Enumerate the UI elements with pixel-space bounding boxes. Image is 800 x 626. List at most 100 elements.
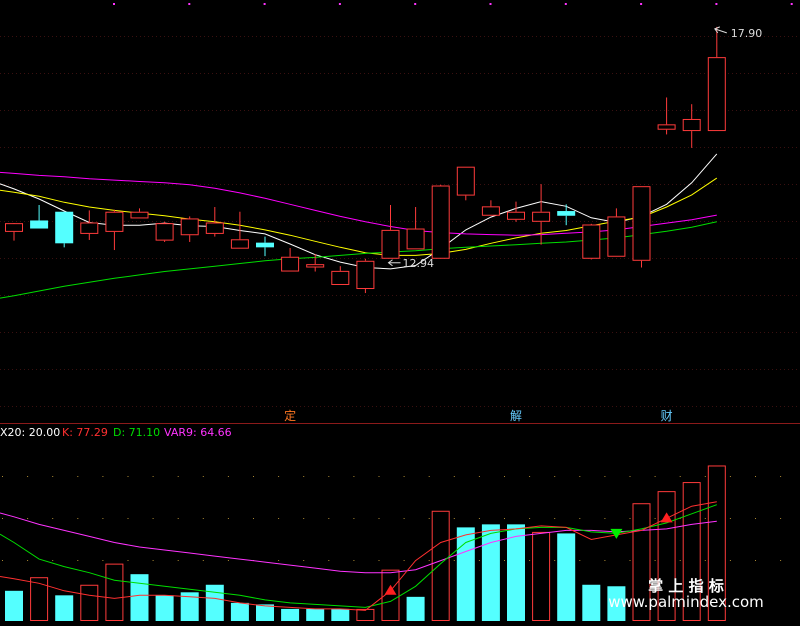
candle-body bbox=[155, 223, 174, 241]
signal-triangles bbox=[384, 512, 673, 595]
grid-dot bbox=[579, 518, 581, 519]
grid-dot bbox=[353, 518, 355, 519]
grid-dot bbox=[2, 476, 3, 477]
grid-dot bbox=[353, 476, 355, 477]
grid-dot bbox=[328, 560, 330, 561]
indicator-bar bbox=[607, 586, 626, 621]
grid-dot bbox=[453, 560, 455, 561]
candle-body bbox=[431, 185, 450, 259]
top-tick-dot bbox=[489, 3, 492, 5]
legend-var9: VAR9: 64.66 bbox=[164, 426, 232, 439]
grid-dot bbox=[77, 560, 79, 561]
grid-dot bbox=[303, 476, 305, 477]
candlestick-series bbox=[5, 26, 726, 294]
grid-dot bbox=[328, 518, 330, 519]
candle-body bbox=[607, 216, 626, 257]
grid-dot bbox=[52, 560, 54, 561]
indicator-bar bbox=[557, 533, 576, 621]
top-tick-dot bbox=[715, 3, 718, 5]
grid-dot bbox=[604, 476, 606, 477]
indicator-bar bbox=[707, 465, 726, 621]
legend-d: D: 71.10 bbox=[113, 426, 160, 439]
indicator-bar bbox=[180, 592, 199, 621]
grid-dot bbox=[227, 476, 229, 477]
indicator-bar bbox=[30, 577, 49, 622]
grid-dot bbox=[704, 560, 706, 561]
candle-body bbox=[130, 211, 149, 219]
high-arrow bbox=[714, 28, 727, 34]
grid-dot bbox=[529, 476, 531, 477]
indicator-bar bbox=[281, 608, 300, 621]
grid-dot bbox=[127, 476, 129, 477]
price-annotations: 12.94 17.90 bbox=[387, 26, 763, 270]
grid-dot bbox=[579, 476, 581, 477]
grid-dot bbox=[77, 476, 79, 477]
high-price-label: 17.90 bbox=[731, 27, 763, 40]
grid-dot bbox=[453, 518, 455, 519]
watermark: 掌 上 指 标 www.palmindex.com bbox=[608, 577, 764, 611]
grid-dot bbox=[428, 476, 430, 477]
event-marker-jie: 解 bbox=[510, 409, 522, 423]
top-tick-dot bbox=[414, 3, 417, 5]
grid-dot bbox=[2, 560, 3, 561]
candle-body bbox=[230, 239, 249, 249]
candle-body bbox=[331, 270, 350, 285]
grid-dot bbox=[278, 560, 280, 561]
grid-dot bbox=[202, 518, 204, 519]
indicator-bar bbox=[105, 563, 124, 621]
grid-dot bbox=[755, 476, 756, 477]
grid-dot bbox=[2, 518, 3, 519]
grid-dot bbox=[780, 476, 782, 477]
grid-dot bbox=[554, 560, 556, 561]
grid-dot bbox=[253, 476, 254, 477]
grid-dot bbox=[654, 476, 656, 477]
event-markers: 定 解 财 bbox=[284, 408, 673, 423]
grid-dot bbox=[303, 518, 305, 519]
top-tick-dot bbox=[338, 3, 341, 5]
grid-dot bbox=[328, 476, 330, 477]
indicator-bar bbox=[657, 491, 676, 622]
indicator-bar bbox=[331, 608, 350, 621]
grid-dot bbox=[654, 560, 656, 561]
grid-dot bbox=[403, 560, 405, 561]
indicator-bar bbox=[205, 584, 224, 621]
main-panel-grid bbox=[0, 3, 800, 407]
grid-dot bbox=[729, 476, 731, 477]
candle-body bbox=[582, 224, 601, 259]
grid-dot bbox=[378, 560, 380, 561]
grid-dot bbox=[177, 518, 179, 519]
grid-dot bbox=[453, 476, 455, 477]
high-arrow-head bbox=[714, 26, 720, 34]
grid-dot bbox=[729, 518, 731, 519]
grid-dot bbox=[77, 518, 79, 519]
event-marker-cai: 财 bbox=[661, 409, 673, 423]
grid-dot bbox=[102, 518, 104, 519]
candle-body bbox=[406, 228, 425, 250]
grid-dot bbox=[27, 560, 29, 561]
grid-dot bbox=[629, 560, 631, 561]
indicator-legend: X20: 20.00 K: 77.29 D: 71.10 VAR9: 64.66 bbox=[0, 426, 232, 439]
grid-dot bbox=[529, 518, 531, 519]
grid-dot bbox=[554, 476, 556, 477]
candle-body bbox=[356, 260, 375, 290]
grid-dot bbox=[780, 560, 782, 561]
grid-dot bbox=[177, 476, 179, 477]
grid-dot bbox=[428, 560, 430, 561]
top-tick-dot bbox=[188, 3, 191, 5]
grid-dot bbox=[152, 518, 154, 519]
legend-x20: X20: 20.00 bbox=[0, 426, 60, 439]
top-tick-dot bbox=[790, 3, 793, 5]
candle-body bbox=[256, 242, 274, 248]
candle-body bbox=[557, 211, 576, 216]
event-marker-ding: 定 bbox=[284, 408, 296, 423]
grid-dot bbox=[704, 476, 706, 477]
candle-body bbox=[707, 57, 726, 132]
grid-dot bbox=[529, 560, 531, 561]
grid-dot bbox=[504, 518, 505, 519]
candle-body bbox=[30, 220, 49, 229]
candle-body bbox=[281, 256, 300, 272]
indicator-panel-grid bbox=[2, 476, 782, 561]
signal-triangle-up bbox=[384, 584, 397, 595]
indicator-bar bbox=[682, 482, 701, 621]
